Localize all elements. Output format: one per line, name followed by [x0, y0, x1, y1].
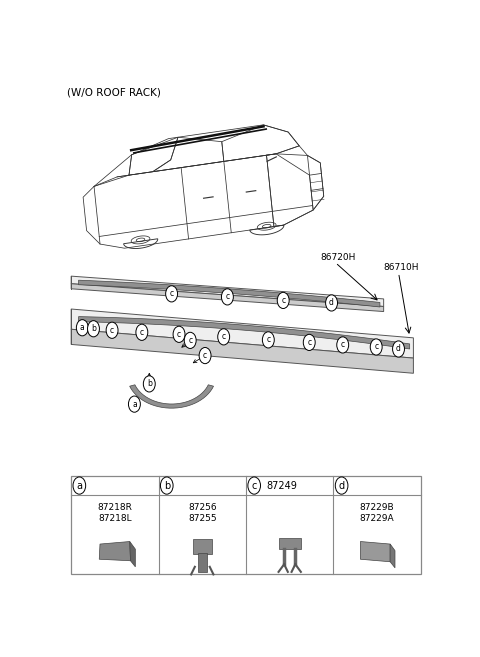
Text: 87218R
87218L: 87218R 87218L	[97, 503, 132, 523]
Bar	[278, 538, 301, 549]
Bar	[198, 553, 207, 572]
Text: 87229B
87229A: 87229B 87229A	[360, 503, 395, 523]
Text: c: c	[177, 330, 181, 339]
Polygon shape	[71, 284, 384, 311]
Text: c: c	[203, 351, 207, 360]
Circle shape	[337, 337, 348, 353]
Text: d: d	[329, 298, 334, 307]
Circle shape	[335, 477, 348, 494]
Circle shape	[277, 292, 289, 309]
Circle shape	[76, 320, 88, 336]
Text: c: c	[307, 338, 312, 347]
Text: c: c	[266, 335, 270, 344]
Text: c: c	[110, 326, 114, 335]
Circle shape	[303, 334, 315, 350]
Polygon shape	[71, 329, 413, 373]
Circle shape	[129, 396, 140, 412]
Text: a: a	[76, 480, 83, 491]
Text: c: c	[188, 336, 192, 345]
Polygon shape	[71, 276, 384, 306]
Circle shape	[263, 332, 274, 348]
Text: b: b	[147, 379, 152, 388]
Polygon shape	[130, 541, 135, 567]
Circle shape	[325, 295, 337, 311]
Circle shape	[136, 324, 148, 340]
Bar	[193, 539, 212, 554]
Text: a: a	[80, 323, 84, 332]
Circle shape	[106, 322, 118, 338]
Text: d: d	[396, 344, 401, 353]
Circle shape	[393, 341, 405, 357]
Circle shape	[144, 376, 155, 392]
Text: c: c	[252, 480, 257, 491]
Circle shape	[218, 328, 229, 345]
Text: c: c	[341, 340, 345, 350]
Circle shape	[370, 339, 382, 355]
Text: c: c	[140, 328, 144, 337]
Polygon shape	[79, 317, 410, 349]
Text: c: c	[281, 296, 285, 305]
FancyBboxPatch shape	[71, 476, 421, 574]
Text: c: c	[374, 342, 378, 351]
Circle shape	[173, 327, 185, 342]
Polygon shape	[99, 541, 131, 561]
Text: 86720H: 86720H	[321, 253, 356, 262]
Circle shape	[166, 286, 178, 302]
Polygon shape	[390, 544, 395, 568]
Polygon shape	[71, 309, 413, 358]
Text: c: c	[222, 332, 226, 342]
Circle shape	[248, 477, 261, 494]
Circle shape	[221, 289, 233, 305]
Text: (W/O ROOF RACK): (W/O ROOF RACK)	[67, 88, 161, 98]
Circle shape	[160, 477, 173, 494]
Text: c: c	[169, 289, 174, 298]
Text: d: d	[338, 480, 345, 491]
Text: b: b	[164, 480, 170, 491]
Polygon shape	[360, 541, 390, 562]
Circle shape	[73, 477, 85, 494]
Text: b: b	[91, 325, 96, 333]
Text: 87249: 87249	[266, 480, 297, 491]
Text: c: c	[225, 292, 229, 302]
Polygon shape	[130, 385, 214, 408]
Text: a: a	[132, 399, 137, 409]
Text: 86710H: 86710H	[384, 263, 419, 272]
Text: 87256
87255: 87256 87255	[188, 503, 216, 523]
Polygon shape	[79, 280, 380, 307]
Circle shape	[199, 348, 211, 364]
Circle shape	[184, 332, 196, 348]
Circle shape	[87, 321, 99, 337]
